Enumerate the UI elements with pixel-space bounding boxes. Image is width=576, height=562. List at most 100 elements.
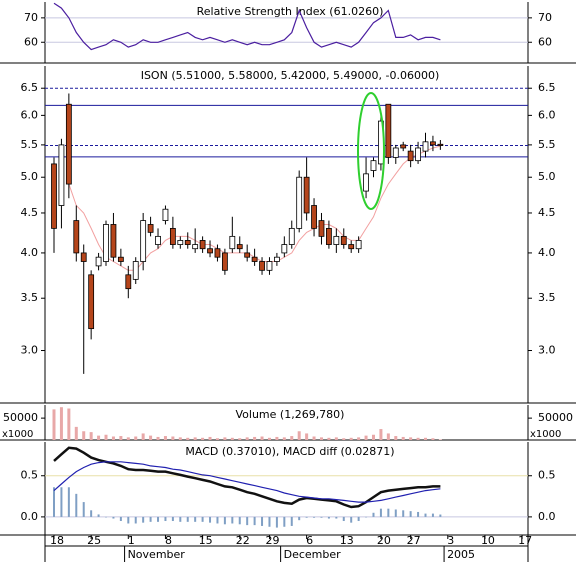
macd-diff-bar (320, 516, 323, 518)
volume-bar (416, 437, 420, 440)
candle-body (340, 235, 347, 245)
volume-bar (364, 435, 368, 440)
y-tick-label-right: 50000 (538, 411, 573, 424)
month-label: November (128, 548, 186, 561)
y-tick-label-right: 70 (538, 11, 552, 24)
month-label: 2005 (447, 548, 475, 561)
macd-diff-bar (402, 510, 405, 517)
x-tick-label: 22 (236, 534, 250, 547)
macd-diff-bar (105, 516, 108, 518)
volume-bar (208, 436, 212, 440)
volume-bar (245, 437, 249, 440)
candle-body (169, 227, 176, 245)
volume-bar (424, 437, 427, 440)
volume-bar (409, 437, 413, 440)
volume-bar (379, 429, 383, 440)
candle-body (259, 261, 265, 271)
volume-bar (386, 433, 390, 440)
month-label: December (284, 548, 342, 561)
macd-diff-bar (119, 516, 122, 522)
y-tick-label: 6.0 (21, 108, 39, 121)
macd-diff-bar (97, 514, 100, 517)
candle-body (273, 256, 280, 262)
candle-body (117, 256, 124, 262)
candle-body (125, 274, 132, 290)
macd-diff-bar (424, 513, 427, 517)
candle-body (236, 244, 243, 250)
y-tick-label: 0.0 (21, 510, 39, 523)
macd-diff-bar (179, 516, 182, 522)
macd-diff-bar (327, 516, 330, 519)
unit-label: x1000 (2, 429, 33, 440)
volume-bar (163, 436, 167, 440)
candle-body (266, 261, 273, 271)
candle-body (147, 224, 154, 233)
x-tick-label: 18 (50, 534, 64, 547)
macd-line (53, 461, 441, 503)
macd-diff-bar (238, 516, 241, 525)
volume-bar (282, 437, 286, 440)
macd-diff-bar (268, 516, 271, 527)
macd-diff-bar (60, 487, 63, 517)
macd-diff-bar (409, 511, 412, 517)
y-tick-label: 0.5 (21, 469, 39, 482)
candle-body (214, 248, 221, 258)
candle-body (385, 103, 392, 158)
macd-diff-bar (209, 516, 212, 523)
candle-body (80, 252, 87, 262)
candle-body (199, 240, 206, 250)
volume-bar (52, 409, 56, 440)
volume-bar (371, 434, 375, 440)
macd-diff-bar (142, 516, 145, 523)
y-tick-label: 50000 (3, 411, 38, 424)
volume-bar (82, 431, 86, 440)
volume-bar (186, 437, 190, 440)
volume-bar (171, 436, 175, 440)
macd-diff-bar (186, 516, 189, 522)
candle-body (110, 224, 117, 258)
candle-body (326, 227, 332, 245)
candle-body (392, 147, 399, 158)
y-tick-label-right: 0.0 (538, 510, 556, 523)
volume-bar (156, 436, 160, 440)
macd-diff-bar (90, 510, 93, 517)
candle-body (400, 144, 407, 149)
x-tick-label: 6 (306, 534, 313, 547)
volume-bar (89, 432, 93, 440)
volume-bar (215, 438, 219, 440)
y-tick-label-right: 3.5 (538, 291, 556, 304)
y-tick-label-right: 0.5 (538, 469, 556, 482)
volume-bar (201, 437, 205, 440)
macd-diff-bar (335, 516, 338, 519)
macd-diff-bar (417, 511, 420, 517)
volume-bar (97, 435, 101, 440)
volume-bar (394, 436, 398, 440)
x-tick-label: 17 (518, 534, 532, 547)
candle-body (288, 227, 295, 245)
panel-title: Volume (1,269,780) (236, 408, 345, 421)
candle-body (333, 235, 340, 245)
y-tick-label: 60 (24, 35, 38, 48)
volume-bar (223, 437, 227, 440)
macd-diff-bar (313, 516, 316, 518)
y-tick-label-right: 5.0 (538, 170, 556, 183)
candle-body (51, 163, 57, 229)
panel-title: Relative Strength Index (61.0260) (197, 5, 384, 18)
y-tick-label-right: 5.5 (538, 138, 556, 151)
macd-diff-bar (298, 516, 301, 521)
candle-body (88, 274, 95, 330)
macd-diff-bar (431, 513, 434, 517)
volume-bar (334, 437, 338, 440)
macd-diff-bar (53, 487, 55, 517)
candle-body (430, 141, 436, 146)
candle-body (58, 144, 65, 206)
macd-diff-bar (394, 509, 397, 517)
candle-body (407, 150, 414, 162)
macd-diff-bar (350, 516, 353, 523)
volume-bar (238, 438, 242, 440)
x-tick-label: 25 (87, 534, 101, 547)
candle-body (363, 173, 369, 192)
macd-diff-bar (75, 493, 78, 517)
